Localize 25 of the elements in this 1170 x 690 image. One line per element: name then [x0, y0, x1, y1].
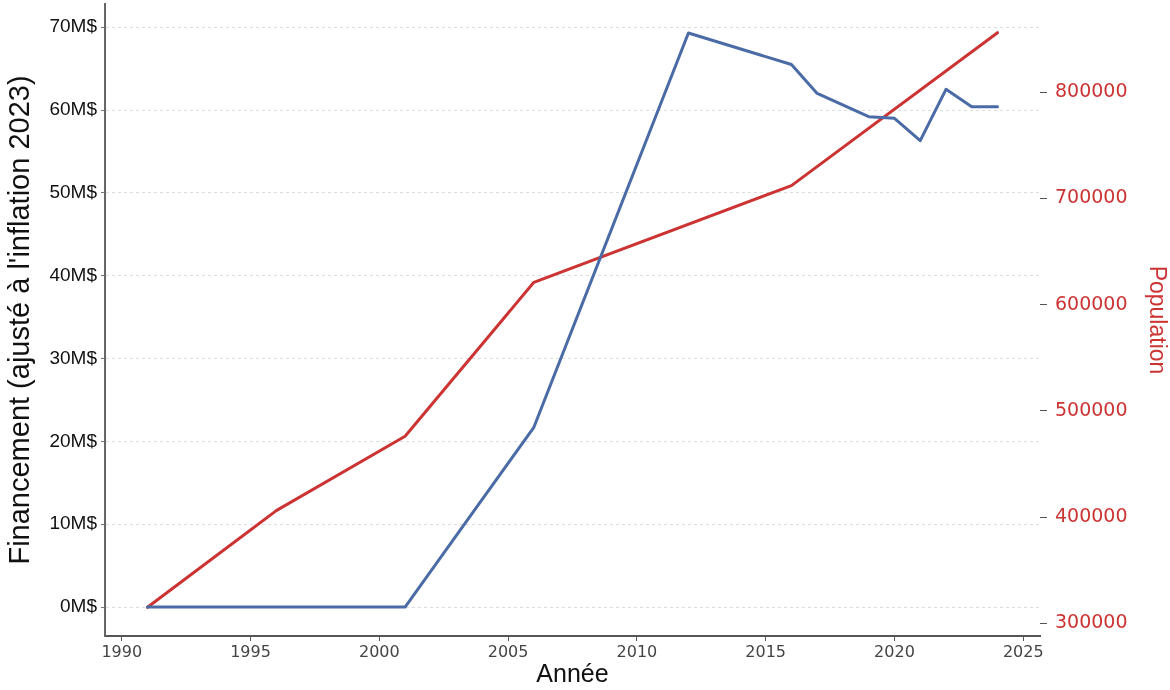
y2-tick-label: 800000 — [1055, 79, 1128, 102]
y-tick-label: 20M$ — [49, 429, 98, 451]
x-axis-title: Année — [536, 658, 609, 687]
y2-tick-label: 500000 — [1055, 397, 1128, 420]
y2-axis-title: Population — [1144, 265, 1170, 375]
y-tick-label: 0M$ — [60, 595, 98, 617]
y2-tick-label: 400000 — [1055, 503, 1128, 526]
x-tick-label: 1990 — [101, 641, 143, 661]
y2-tick-label: 700000 — [1055, 185, 1128, 208]
y-tick-label: 50M$ — [49, 181, 98, 203]
y-tick-label: 70M$ — [49, 15, 98, 37]
y2-tick-label: 300000 — [1055, 610, 1128, 633]
x-tick-label: 2025 — [1002, 641, 1044, 661]
x-tick-label: 2015 — [745, 641, 787, 661]
x-tick-label: 2010 — [616, 641, 658, 661]
y-tick-label: 60M$ — [49, 98, 98, 120]
y-axis-title: Financement (ajusté à l'inflation 2023) — [3, 75, 36, 565]
x-tick-label: 2000 — [358, 641, 400, 661]
x-tick-label: 1995 — [230, 641, 271, 661]
x-tick-label: 2005 — [487, 641, 529, 661]
y-tick-label: 30M$ — [49, 346, 98, 368]
y-tick-label: 40M$ — [49, 263, 98, 285]
y2-tick-label: 600000 — [1055, 291, 1128, 314]
x-tick-label: 2020 — [874, 641, 915, 661]
y-tick-label: 10M$ — [49, 512, 98, 534]
